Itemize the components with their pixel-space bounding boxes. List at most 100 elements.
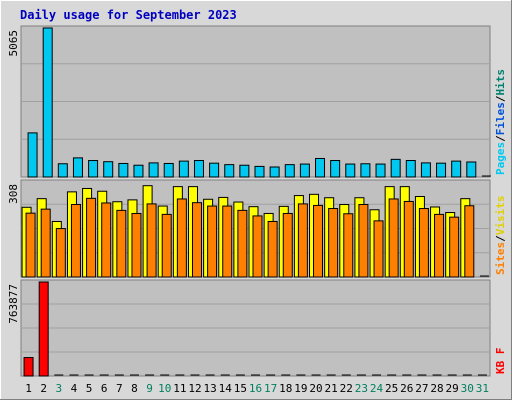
legend-entry-sites: Sites xyxy=(494,242,507,275)
bar-hits-files-pages-day-10 xyxy=(163,162,174,178)
legend-entry-kb-f: KB F xyxy=(494,348,507,375)
x-tick-label-day-8: 8 xyxy=(131,382,138,395)
bar-hits-files-pages-day-5 xyxy=(88,160,99,178)
x-tick-label-day-31: 31 xyxy=(476,382,489,395)
bar-sites-visits-sites-day-14 xyxy=(222,205,233,278)
chart-title: Daily usage for September 2023 xyxy=(20,8,237,22)
bar-sites-visits-sites-day-17 xyxy=(267,220,278,278)
x-tick-label-day-14: 14 xyxy=(219,382,233,395)
bar-sites-visits-sites-day-27 xyxy=(418,208,429,278)
x-tick-label-day-9: 9 xyxy=(146,382,153,395)
bar-sites-visits-sites-day-23 xyxy=(358,204,369,278)
bar-sites-visits-sites-day-7 xyxy=(116,209,127,278)
legend-separator: / xyxy=(494,235,507,242)
bar-hits-files-pages-day-14 xyxy=(224,164,235,178)
bar-sites-visits-sites-day-26 xyxy=(403,200,414,278)
bar-hits-files-pages-day-16 xyxy=(254,165,265,178)
bar-hits-files-pages-day-15 xyxy=(239,164,250,178)
x-tick-label-day-1: 1 xyxy=(25,382,32,395)
legend-separator: / xyxy=(494,135,507,142)
x-tick-label-day-4: 4 xyxy=(71,382,78,395)
bar-hits-files-pages-day-18 xyxy=(284,164,295,178)
max-label-hits-files: 5065 xyxy=(7,30,20,57)
bar-hits-files-pages-day-8 xyxy=(133,164,144,178)
bar-kbytes-kb-f-day-1 xyxy=(23,357,34,377)
x-tick-label-day-7: 7 xyxy=(116,382,123,395)
bar-sites-visits-sites-day-9 xyxy=(146,203,157,278)
bar-sites-visits-sites-day-25 xyxy=(388,198,399,278)
x-tick-label-day-22: 22 xyxy=(340,382,353,395)
bar-sites-visits-sites-day-6 xyxy=(101,202,112,278)
axis-legend-sites-visits: Sites/Visits xyxy=(494,196,507,276)
bar-sites-visits-sites-day-8 xyxy=(131,212,142,278)
bar-hits-files-pages-day-9 xyxy=(148,162,159,178)
x-tick-label-day-23: 23 xyxy=(355,382,368,395)
x-tick-label-day-11: 11 xyxy=(173,382,186,395)
x-tick-label-day-27: 27 xyxy=(415,382,428,395)
x-tick-label-day-17: 17 xyxy=(264,382,277,395)
bar-hits-files-pages-day-12 xyxy=(193,160,204,178)
bar-sites-visits-sites-day-16 xyxy=(252,215,263,278)
bar-hits-files-pages-day-2 xyxy=(42,27,53,178)
bar-hits-files-pages-day-30 xyxy=(466,161,477,178)
x-tick-label-day-30: 30 xyxy=(461,382,474,395)
bar-sites-visits-sites-day-13 xyxy=(207,205,218,278)
x-tick-label-day-18: 18 xyxy=(279,382,292,395)
axis-legend-kbytes: KB F xyxy=(494,348,507,375)
bar-hits-files-pages-day-22 xyxy=(345,163,356,178)
bar-sites-visits-sites-day-15 xyxy=(237,209,248,278)
x-tick-label-day-25: 25 xyxy=(385,382,398,395)
bar-kbytes-kb-f-day-2 xyxy=(38,281,49,377)
bar-hits-files-pages-day-19 xyxy=(299,163,310,178)
bar-hits-files-pages-day-4 xyxy=(72,157,83,178)
legend-entry-pages: Pages xyxy=(494,142,507,175)
x-tick-label-day-24: 24 xyxy=(370,382,384,395)
bar-sites-visits-sites-day-19 xyxy=(297,203,308,278)
bar-sites-visits-sites-day-10 xyxy=(161,213,172,278)
bar-sites-visits-sites-day-4 xyxy=(70,204,81,278)
x-tick-label-day-10: 10 xyxy=(158,382,171,395)
bar-sites-visits-sites-day-30 xyxy=(464,205,475,278)
legend-entry-files: Files xyxy=(494,102,507,135)
bar-sites-visits-sites-day-21 xyxy=(328,208,339,278)
bar-sites-visits-sites-day-22 xyxy=(343,213,354,278)
bar-sites-visits-sites-day-3 xyxy=(55,228,66,278)
bar-hits-files-pages-day-3 xyxy=(57,163,68,178)
bar-sites-visits-sites-day-29 xyxy=(449,216,460,278)
x-tick-label-day-21: 21 xyxy=(325,382,338,395)
bar-sites-visits-sites-day-2 xyxy=(40,208,51,278)
x-tick-label-day-16: 16 xyxy=(249,382,262,395)
x-tick-label-day-20: 20 xyxy=(309,382,322,395)
x-tick-label-day-26: 26 xyxy=(400,382,413,395)
bar-sites-visits-sites-day-12 xyxy=(191,202,202,278)
x-tick-label-day-13: 13 xyxy=(203,382,216,395)
bar-sites-visits-sites-day-20 xyxy=(313,204,324,278)
bar-hits-files-pages-day-23 xyxy=(360,163,371,178)
bar-hits-files-pages-day-25 xyxy=(390,158,401,178)
x-tick-label-day-29: 29 xyxy=(446,382,459,395)
bar-sites-visits-sites-day-28 xyxy=(434,213,445,278)
max-label-kbytes: 763877 xyxy=(7,284,20,324)
bar-hits-files-pages-day-26 xyxy=(405,160,416,178)
x-tick-label-day-5: 5 xyxy=(86,382,93,395)
max-label-sites-visits: 308 xyxy=(7,184,20,204)
x-tick-label-day-12: 12 xyxy=(188,382,201,395)
x-tick-label-day-2: 2 xyxy=(40,382,47,395)
x-tick-label-day-3: 3 xyxy=(56,382,63,395)
bar-hits-files-pages-day-11 xyxy=(178,160,189,178)
bar-hits-files-pages-day-7 xyxy=(118,162,129,178)
bar-hits-files-pages-day-13 xyxy=(209,162,220,178)
legend-separator: / xyxy=(494,95,507,102)
legend-entry-visits: Visits xyxy=(494,196,507,236)
bar-sites-visits-sites-day-11 xyxy=(176,198,187,278)
bar-hits-files-pages-day-6 xyxy=(103,161,114,178)
x-tick-label-day-15: 15 xyxy=(234,382,247,395)
bar-sites-visits-sites-day-24 xyxy=(373,220,384,278)
bar-sites-visits-sites-day-18 xyxy=(282,212,293,278)
bar-hits-files-pages-day-1 xyxy=(27,132,38,178)
bar-hits-files-pages-day-24 xyxy=(375,163,386,178)
bar-hits-files-pages-day-29 xyxy=(451,160,462,178)
legend-entry-hits: Hits xyxy=(494,69,507,96)
